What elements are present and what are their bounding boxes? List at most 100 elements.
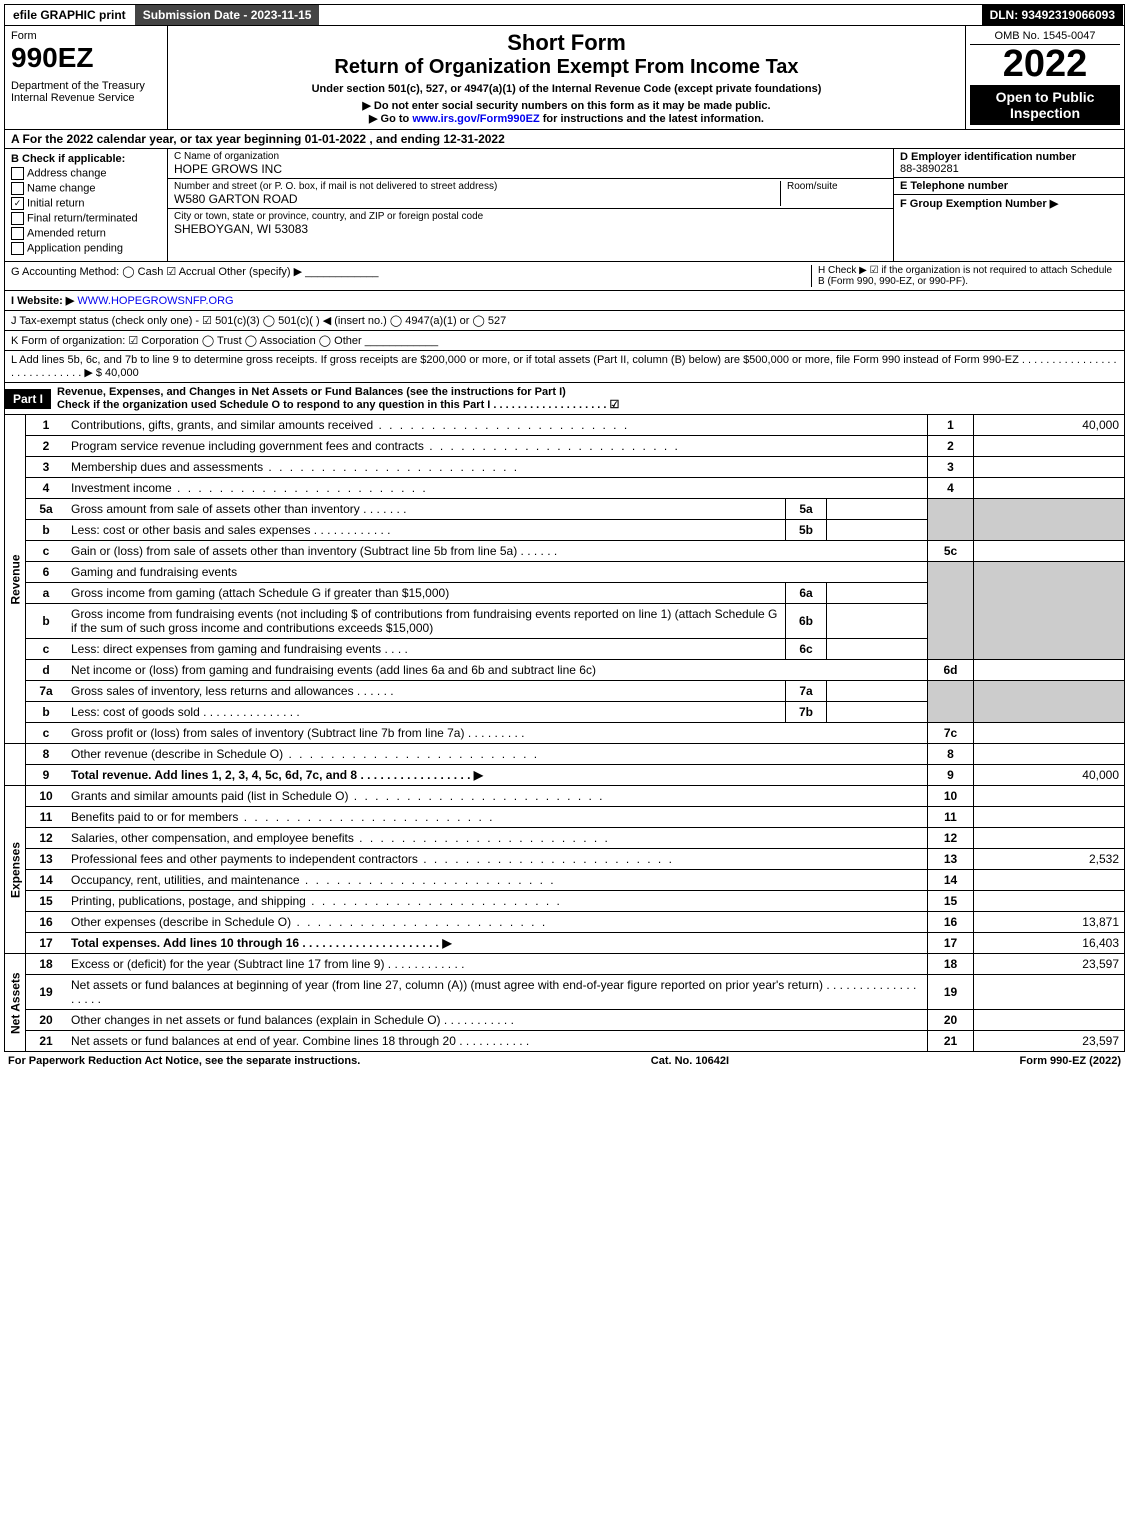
efile-label[interactable]: efile GRAPHIC print bbox=[5, 5, 135, 25]
form-header: Form 990EZ Department of the Treasury In… bbox=[4, 26, 1125, 130]
check-address-change[interactable]: Address change bbox=[11, 167, 161, 180]
line-17-val: 16,403 bbox=[974, 933, 1125, 954]
row-gh: G Accounting Method: ◯ Cash ☑ Accrual Ot… bbox=[4, 262, 1125, 291]
line-6-valshade bbox=[974, 562, 1125, 660]
line-12-num: 12 bbox=[928, 828, 974, 849]
dept-label: Department of the Treasury Internal Reve… bbox=[11, 80, 161, 104]
line-2-no: 2 bbox=[26, 436, 67, 457]
line-7c-no: c bbox=[26, 723, 67, 744]
line-11-num: 11 bbox=[928, 807, 974, 828]
line-9-val: 40,000 bbox=[974, 765, 1125, 786]
line-6d-no: d bbox=[26, 660, 67, 681]
line-16-desc: Other expenses (describe in Schedule O) bbox=[71, 915, 291, 929]
box-c: C Name of organization HOPE GROWS INC Nu… bbox=[168, 149, 893, 261]
line-9-num: 9 bbox=[928, 765, 974, 786]
line-17-desc: Total expenses. Add lines 10 through 16 … bbox=[71, 936, 452, 950]
line-6b-no: b bbox=[26, 604, 67, 639]
line-2-val bbox=[974, 436, 1125, 457]
line-13-val: 2,532 bbox=[974, 849, 1125, 870]
line-18-no: 18 bbox=[26, 954, 67, 975]
footer-right: Form 990-EZ (2022) bbox=[1020, 1055, 1121, 1067]
line-5c-desc: Gain or (loss) from sale of assets other… bbox=[71, 544, 517, 558]
line-5b-sub: 5b bbox=[786, 520, 827, 541]
line-16-val: 13,871 bbox=[974, 912, 1125, 933]
line-5a-sub: 5a bbox=[786, 499, 827, 520]
line-20-desc: Other changes in net assets or fund bala… bbox=[71, 1013, 441, 1027]
line-5b-desc: Less: cost or other basis and sales expe… bbox=[71, 523, 310, 537]
row-k-org-form: K Form of organization: ☑ Corporation ◯ … bbox=[4, 331, 1125, 351]
line-13-num: 13 bbox=[928, 849, 974, 870]
line-5c-val bbox=[974, 541, 1125, 562]
row-i-website: I Website: ▶ WWW.HOPEGROWSNFP.ORG bbox=[4, 291, 1125, 311]
line-11-no: 11 bbox=[26, 807, 67, 828]
line-15-no: 15 bbox=[26, 891, 67, 912]
lines-table: Revenue 1 Contributions, gifts, grants, … bbox=[4, 415, 1125, 1052]
subtitle-3: ▶ Go to www.irs.gov/Form990EZ for instru… bbox=[178, 112, 955, 125]
line-11-desc: Benefits paid to or for members bbox=[71, 810, 238, 824]
line-20-num: 20 bbox=[928, 1010, 974, 1031]
line-6a-no: a bbox=[26, 583, 67, 604]
line-6-desc: Gaming and fundraising events bbox=[66, 562, 928, 583]
check-final-return[interactable]: Final return/terminated bbox=[11, 212, 161, 225]
irs-link[interactable]: www.irs.gov/Form990EZ bbox=[412, 113, 539, 125]
ein-label: D Employer identification number bbox=[900, 151, 1118, 163]
line-6-numshade bbox=[928, 562, 974, 660]
line-4-num: 4 bbox=[928, 478, 974, 499]
org-name-label: C Name of organization bbox=[174, 151, 887, 162]
line-7a-no: 7a bbox=[26, 681, 67, 702]
line-6b-desc: Gross income from fundraising events (no… bbox=[66, 604, 786, 639]
line-17-num: 17 bbox=[928, 933, 974, 954]
section-expenses: Expenses bbox=[5, 786, 26, 954]
subtitle-1: Under section 501(c), 527, or 4947(a)(1)… bbox=[178, 83, 955, 95]
header-left: Form 990EZ Department of the Treasury In… bbox=[5, 26, 168, 129]
line-7a-subval bbox=[827, 681, 928, 702]
line-14-no: 14 bbox=[26, 870, 67, 891]
line-19-num: 19 bbox=[928, 975, 974, 1010]
line-5b-subval bbox=[827, 520, 928, 541]
line-8-val bbox=[974, 744, 1125, 765]
line-7-numshade bbox=[928, 681, 974, 723]
box-b-label: B Check if applicable: bbox=[11, 153, 161, 165]
line-12-no: 12 bbox=[26, 828, 67, 849]
check-initial-return[interactable]: ✓Initial return bbox=[11, 197, 161, 210]
row-l-gross-receipts: L Add lines 5b, 6c, and 7b to line 9 to … bbox=[4, 351, 1125, 383]
line-19-val bbox=[974, 975, 1125, 1010]
form-label: Form bbox=[11, 30, 161, 42]
line-1-desc: Contributions, gifts, grants, and simila… bbox=[71, 418, 373, 432]
check-amended-return[interactable]: Amended return bbox=[11, 227, 161, 240]
city-value: SHEBOYGAN, WI 53083 bbox=[174, 222, 887, 236]
line-3-desc: Membership dues and assessments bbox=[71, 460, 263, 474]
line-18-val: 23,597 bbox=[974, 954, 1125, 975]
line-5a-desc: Gross amount from sale of assets other t… bbox=[71, 502, 360, 516]
line-18-num: 18 bbox=[928, 954, 974, 975]
line-7a-sub: 7a bbox=[786, 681, 827, 702]
check-name-change[interactable]: Name change bbox=[11, 182, 161, 195]
line-20-val bbox=[974, 1010, 1125, 1031]
line-6b-subval bbox=[827, 604, 928, 639]
title-short-form: Short Form bbox=[178, 30, 955, 56]
line-4-val bbox=[974, 478, 1125, 499]
tax-year: 2022 bbox=[970, 45, 1120, 83]
check-application-pending[interactable]: Application pending bbox=[11, 242, 161, 255]
website-link[interactable]: WWW.HOPEGROWSNFP.ORG bbox=[77, 295, 233, 307]
addr-value: W580 GARTON ROAD bbox=[174, 192, 780, 206]
line-20-no: 20 bbox=[26, 1010, 67, 1031]
row-a-calendar: A For the 2022 calendar year, or tax yea… bbox=[4, 130, 1125, 149]
line-6a-sub: 6a bbox=[786, 583, 827, 604]
line-6c-subval bbox=[827, 639, 928, 660]
line-16-no: 16 bbox=[26, 912, 67, 933]
line-12-val bbox=[974, 828, 1125, 849]
form-number: 990EZ bbox=[11, 42, 161, 74]
box-b: B Check if applicable: Address change Na… bbox=[5, 149, 168, 261]
line-10-val bbox=[974, 786, 1125, 807]
line-1-val: 40,000 bbox=[974, 415, 1125, 436]
section-net-assets: Net Assets bbox=[5, 954, 26, 1052]
ein-value: 88-3890281 bbox=[900, 163, 1118, 175]
line-5-numshade bbox=[928, 499, 974, 541]
line-15-num: 15 bbox=[928, 891, 974, 912]
line-6a-subval bbox=[827, 583, 928, 604]
header-center: Short Form Return of Organization Exempt… bbox=[168, 26, 965, 129]
row-g-accounting: G Accounting Method: ◯ Cash ☑ Accrual Ot… bbox=[11, 265, 811, 287]
line-14-num: 14 bbox=[928, 870, 974, 891]
page-footer: For Paperwork Reduction Act Notice, see … bbox=[4, 1052, 1125, 1070]
